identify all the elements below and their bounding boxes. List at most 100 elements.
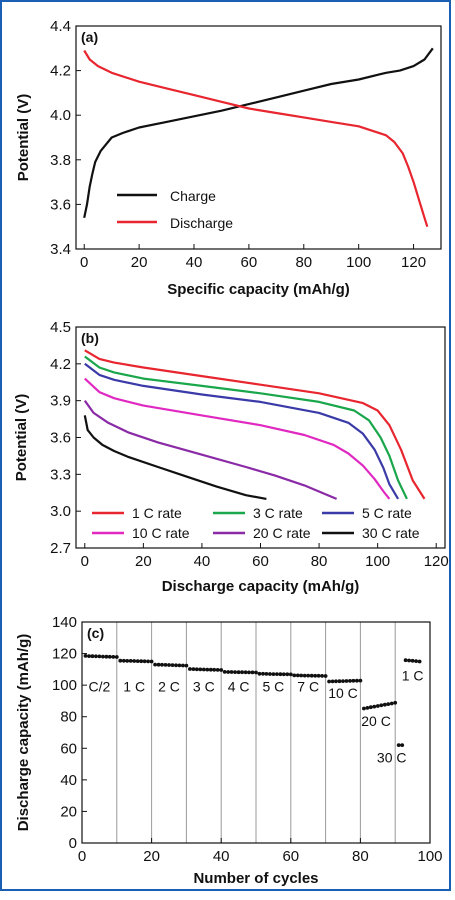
data-point [97,654,102,659]
data-point [250,670,255,675]
y-axis-label: Discharge capacity (mAh/g) [15,634,32,832]
data-point [330,679,335,684]
series-line-discharge [83,49,429,228]
y-axis-label: Potential (V) [15,94,32,182]
data-point [215,668,220,672]
data-point [233,670,238,674]
y-tick-label: 3.6 [50,196,71,213]
rate-label: 7 C [297,678,319,694]
data-point [94,654,98,659]
data-point [107,654,112,659]
data-point [264,672,269,676]
y-tick-label: 40 [60,772,77,789]
x-tick-label: 0 [80,254,88,271]
data-point [407,658,411,663]
data-point [275,672,279,676]
data-point [396,743,401,747]
legend-label: 30 C rate [362,525,420,541]
data-point [167,663,171,667]
data-point [170,663,175,667]
y-tick-label: 3.4 [50,241,71,258]
x-tick-label: 120 [424,553,449,570]
x-tick-label: 120 [401,254,426,271]
data-point [87,654,91,658]
y-tick-label: 4.5 [50,319,71,336]
x-tick-label: 20 [143,848,160,865]
x-tick-label: 80 [295,254,312,271]
x-axis-label: Number of cycles [193,870,318,887]
legend-label: 1 C rate [132,505,182,521]
data-point [403,658,408,663]
data-point [375,704,380,708]
plot-frame [75,25,442,250]
x-tick-label: 60 [241,254,258,271]
data-point [295,673,300,678]
rate-label: 20 C [361,713,391,729]
data-point [208,667,213,672]
panel-label: (b) [81,330,99,346]
y-tick-label: 60 [60,740,77,757]
data-point [389,701,394,706]
data-point [365,706,370,710]
y-tick-label: 4.0 [50,107,71,124]
x-tick-label: 60 [282,848,299,865]
data-point [254,670,258,675]
data-point [288,672,293,677]
series-line-charge [83,47,434,219]
y-tick-label: 3.8 [50,152,71,169]
x-tick-label: 100 [365,553,390,570]
data-point [111,655,116,659]
rate-label: C/2 [89,678,111,694]
rate-label: 4 C [228,678,250,694]
y-tick-label: 0 [69,835,77,852]
y-tick-label: 140 [52,614,77,631]
data-point [285,672,290,677]
x-tick-label: 100 [417,848,442,865]
plot-frame [81,621,431,844]
data-point [104,654,109,659]
series-line-30-c-rate [83,415,267,500]
data-point [271,672,276,676]
data-point [299,673,304,678]
data-point [379,703,384,708]
series-line-1-c-rate [84,349,426,500]
x-tick-label: 80 [311,553,328,570]
data-point [219,668,224,672]
data-point [316,673,321,678]
legend-label: 3 C rate [253,505,303,521]
data-point [400,743,405,747]
data-point [306,673,311,678]
y-tick-label: 3.0 [50,503,71,520]
data-point [337,679,342,684]
data-point [362,706,366,711]
data-point [184,663,189,668]
x-tick-label: 80 [352,848,369,865]
series-line-3-c-rate [84,355,408,500]
data-point [118,658,123,663]
rate-label: 30 C [377,749,407,765]
data-point [393,700,398,705]
data-point [261,671,265,676]
y-tick-label: 20 [60,803,77,820]
panel-label: (a) [81,29,98,45]
data-point [236,670,241,675]
data-point [181,663,185,668]
x-tick-label: 0 [78,848,86,865]
legend-label: 10 C rate [132,525,190,541]
y-tick-label: 3.3 [50,466,71,483]
x-tick-label: 40 [213,848,230,865]
y-tick-label: 3.9 [50,393,71,410]
data-point [114,655,119,659]
data-point [386,702,391,706]
data-point [247,670,251,675]
x-tick-label: 40 [194,553,211,570]
data-point [177,663,182,668]
x-axis-label: Discharge capacity (mAh/g) [162,578,360,595]
data-point [281,672,286,677]
data-point [292,673,297,678]
data-point [257,671,262,676]
data-point [139,659,144,664]
